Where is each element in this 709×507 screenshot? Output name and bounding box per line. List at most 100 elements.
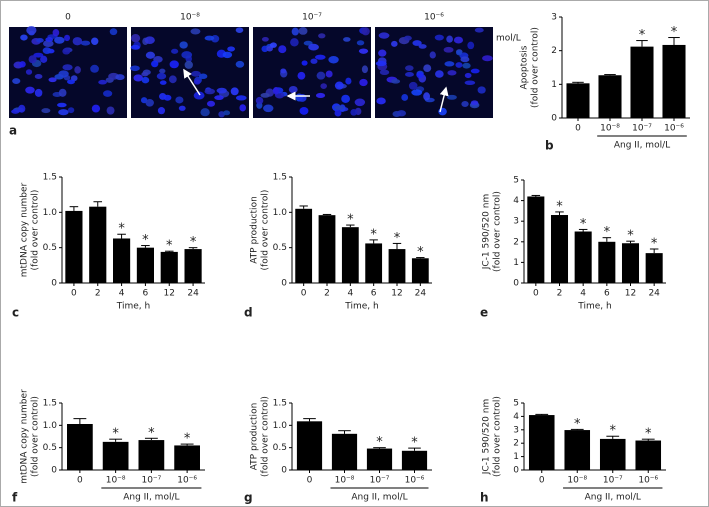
nucleus (103, 90, 113, 97)
nucleus (57, 102, 67, 108)
nucleus (62, 48, 71, 55)
bar (401, 450, 428, 470)
nucleus (25, 69, 33, 75)
nucleus (464, 80, 476, 85)
bar (331, 433, 358, 470)
nucleus (214, 95, 224, 101)
arrow (183, 68, 201, 96)
nucleus (74, 66, 81, 74)
bar (630, 46, 654, 119)
nucleus (193, 91, 205, 100)
nucleus (334, 109, 342, 117)
panel-letter: a (9, 124, 17, 138)
nucleus (145, 99, 154, 107)
bar (528, 415, 555, 470)
nucleus (20, 34, 28, 41)
y-axis-label: (fold over control) (261, 396, 271, 477)
significance-star: * (639, 28, 646, 43)
y-tick-label: 1 (513, 258, 519, 268)
nucleus (163, 94, 172, 101)
nucleus (310, 58, 318, 64)
y-tick-label: 0 (281, 466, 287, 476)
bar (566, 83, 590, 118)
nucleus (391, 79, 401, 84)
y-tick-label: 2 (513, 439, 519, 449)
panel-letter: f (12, 491, 18, 505)
nucleus (416, 71, 424, 79)
bar (295, 208, 313, 283)
nucleus (301, 60, 308, 66)
nucleus (145, 51, 156, 59)
nucleus (260, 92, 270, 98)
nucleus (261, 37, 269, 42)
bar (599, 438, 626, 470)
nucleus (460, 56, 470, 63)
nucleus (204, 88, 216, 95)
nucleus (316, 71, 326, 80)
nucleus (308, 43, 319, 51)
nucleus (405, 65, 414, 71)
significance-star: * (190, 235, 197, 250)
y-tick-label: 0.5 (273, 243, 287, 253)
x-tick-label: 10⁻⁶ (664, 124, 684, 134)
bar (365, 243, 383, 283)
y-tick-label: 5 (513, 399, 519, 409)
y-axis-label: ATP production (250, 196, 260, 264)
nucleus (405, 71, 414, 77)
significance-star: * (347, 213, 354, 228)
group-label: Ang II, mol/L (614, 141, 670, 151)
x-tick-label: 6 (143, 289, 149, 299)
nucleus (198, 73, 208, 80)
nucleus (227, 46, 235, 52)
x-tick-label: 10⁻⁷ (141, 476, 161, 486)
bar (184, 249, 202, 283)
y-axis-label: JC-1 590/520 nm (482, 399, 492, 476)
bar (527, 196, 545, 283)
nucleus (109, 28, 118, 36)
nucleus (28, 55, 37, 64)
bar (411, 258, 429, 283)
nucleus (133, 74, 143, 82)
nucleus (58, 88, 67, 97)
panel-letter: b (545, 139, 554, 153)
y-tick-label: 1.0 (273, 208, 288, 218)
x-tick-label: 24 (415, 289, 427, 299)
nucleus (171, 48, 179, 54)
nucleus (106, 106, 115, 115)
nucleus (200, 108, 210, 117)
nucleus (429, 51, 436, 59)
significance-star: * (118, 222, 125, 237)
group-label: Ang II, mol/L (123, 493, 179, 503)
nucleus (184, 60, 193, 69)
panel-letter: g (244, 491, 253, 505)
nucleus (314, 54, 326, 60)
bar (174, 445, 200, 470)
nucleus (443, 46, 454, 53)
bar (598, 241, 616, 283)
nucleus (239, 104, 247, 112)
nucleus (297, 71, 306, 80)
x-axis-label: Time, h (344, 302, 378, 312)
nucleus (190, 28, 201, 35)
x-axis-label: Time, h (577, 302, 611, 312)
nucleus (354, 98, 366, 107)
nucleus (91, 37, 99, 45)
nucleus (178, 105, 186, 111)
x-tick-label: 10⁻⁶ (177, 476, 197, 486)
bar (65, 210, 83, 283)
nucleus (204, 35, 215, 41)
nucleus (235, 27, 244, 33)
group-label: Ang II, mol/L (585, 493, 641, 503)
significance-star: * (112, 427, 119, 442)
bar (550, 215, 569, 283)
x-tick-label: 0 (575, 124, 581, 134)
nucleus (169, 60, 179, 69)
bar (621, 243, 640, 283)
column-title: 10⁻⁷ (302, 13, 322, 23)
nucleus (62, 64, 73, 71)
nucleus (401, 94, 409, 101)
nucleus (290, 38, 299, 47)
x-tick-label: 12 (164, 289, 175, 299)
nucleus (223, 110, 231, 116)
nucleus (98, 79, 107, 85)
